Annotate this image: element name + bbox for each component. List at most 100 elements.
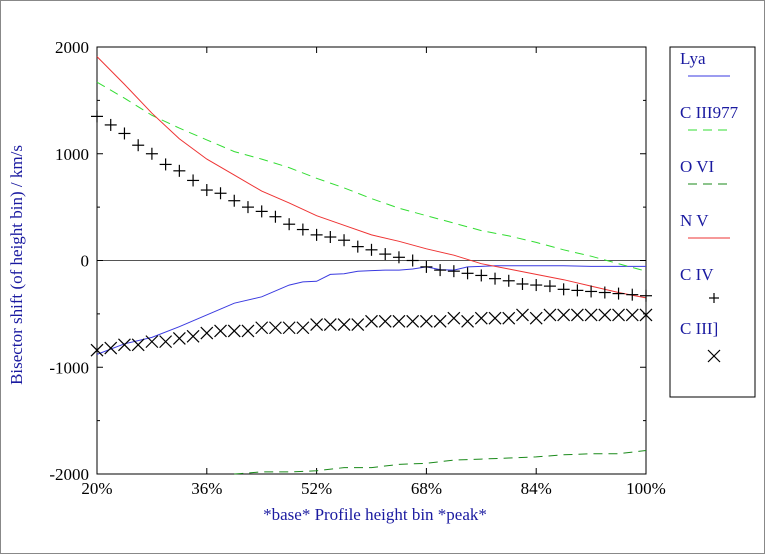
legend-label-c-iii977: C III977: [680, 103, 739, 122]
series-o-vi: [234, 450, 647, 475]
series-line-o-vi: [234, 450, 647, 475]
y-tick-label: 1000: [55, 145, 89, 164]
point-c-iv: [392, 251, 405, 264]
point-c-iii: [296, 321, 310, 335]
y-axis-title: Bisector shift (of height bin) / km/s: [7, 145, 26, 385]
point-c-iv: [241, 201, 254, 214]
point-c-iv: [104, 118, 117, 131]
x-tick-label: 84%: [521, 479, 552, 498]
series-n-v: [96, 56, 647, 299]
point-c-iv: [406, 254, 419, 267]
point-c-iii: [612, 308, 625, 322]
point-c-iv: [310, 228, 323, 241]
point-c-iii: [570, 308, 584, 322]
point-c-iv: [585, 285, 598, 298]
legend-item-n-v: N V: [680, 211, 730, 239]
point-c-iii: [461, 314, 474, 328]
x-tick-label: 20%: [81, 479, 112, 498]
point-c-iv: [571, 284, 584, 297]
point-c-iv: [379, 248, 392, 261]
point-c-iv: [530, 279, 543, 292]
point-c-iii: [172, 332, 186, 345]
point-c-iii: [392, 314, 406, 328]
point-c-iii: [90, 343, 104, 357]
point-c-iii: [488, 311, 502, 325]
x-axis-title: *base* Profile height bin *peak*: [263, 505, 487, 524]
legend-box: [669, 46, 756, 398]
legend-item-c-iii: C III]: [680, 319, 721, 363]
point-c-iii: [145, 335, 159, 349]
point-c-iii: [104, 341, 118, 355]
point-c-iv: [351, 240, 364, 253]
x-tick-label: 36%: [191, 479, 222, 498]
legend-label-c-iv: C IV: [680, 265, 714, 284]
point-c-iii: [406, 314, 420, 328]
point-c-iv: [598, 286, 611, 299]
x-tick-label: 68%: [411, 479, 442, 498]
point-c-iii: [584, 308, 598, 322]
legend-item-c-iv: C IV: [680, 265, 719, 303]
point-c-iii: [186, 329, 200, 343]
point-c-iv: [173, 164, 186, 177]
series-layer: [90, 56, 653, 475]
point-c-iii: [337, 318, 351, 331]
point-c-iv: [228, 194, 241, 207]
legend-label-n-v: N V: [680, 211, 709, 230]
point-c-iv: [187, 174, 200, 187]
point-c-iv: [283, 218, 296, 231]
point-c-iii: [227, 324, 241, 338]
y-tick-label: -2000: [49, 465, 89, 484]
point-c-iv: [489, 272, 502, 285]
point-c-iii: [516, 308, 529, 322]
point-c-iii: [351, 318, 365, 331]
point-c-iv: [200, 184, 213, 197]
point-c-iv: [543, 280, 556, 293]
point-c-iv: [145, 147, 158, 160]
series-c-iii: [90, 308, 653, 357]
series-line-c-iii977: [96, 81, 647, 272]
point-c-iv: [447, 265, 460, 278]
point-c-iii: [159, 335, 173, 349]
point-c-iii: [365, 314, 378, 328]
point-c-iv: [420, 260, 433, 273]
y-tick-label: 2000: [55, 38, 89, 57]
point-c-iii: [214, 324, 227, 338]
point-c-iii: [241, 324, 255, 338]
point-c-iii: [639, 308, 653, 322]
legend-label-c-iii: C III]: [680, 319, 718, 338]
point-c-iii: [433, 314, 447, 328]
point-c-iv: [612, 287, 625, 300]
point-c-iv: [324, 231, 337, 244]
point-c-iv: [557, 283, 570, 296]
point-c-iii: [282, 321, 296, 335]
legend: Lya C III977 O VI N V C IV C III]: [680, 49, 739, 363]
legend-item-c-iii977: C III977: [680, 103, 739, 131]
point-c-iii: [255, 321, 269, 335]
legend-item-lya: Lya: [680, 49, 730, 77]
point-c-iii: [502, 311, 516, 325]
axis-ticks: 20% 36% 52% 68% 84% 100% -2000 -1000 0 1000 2000: [49, 38, 666, 498]
point-c-iii: [310, 318, 324, 331]
point-c-iv: [640, 289, 652, 302]
point-c-iii: [598, 308, 612, 322]
legend-swatch-c-iv: [709, 293, 719, 303]
point-c-iii: [529, 311, 543, 325]
point-c-iii: [447, 311, 461, 325]
point-c-iii: [474, 311, 488, 325]
series-c-iv: [91, 110, 652, 302]
point-c-iv: [91, 110, 103, 123]
point-c-iii: [557, 308, 571, 322]
point-c-iv: [626, 288, 639, 301]
point-c-iv: [296, 223, 309, 236]
series-line-n-v: [96, 56, 647, 299]
point-c-iv: [434, 264, 447, 277]
point-c-iii: [131, 338, 145, 352]
x-tick-label: 100%: [626, 479, 666, 498]
point-c-iii: [419, 314, 433, 328]
point-c-iv: [365, 243, 378, 256]
series-line-lya: [96, 265, 646, 355]
point-c-iv: [338, 234, 351, 247]
point-c-iv: [132, 139, 145, 152]
